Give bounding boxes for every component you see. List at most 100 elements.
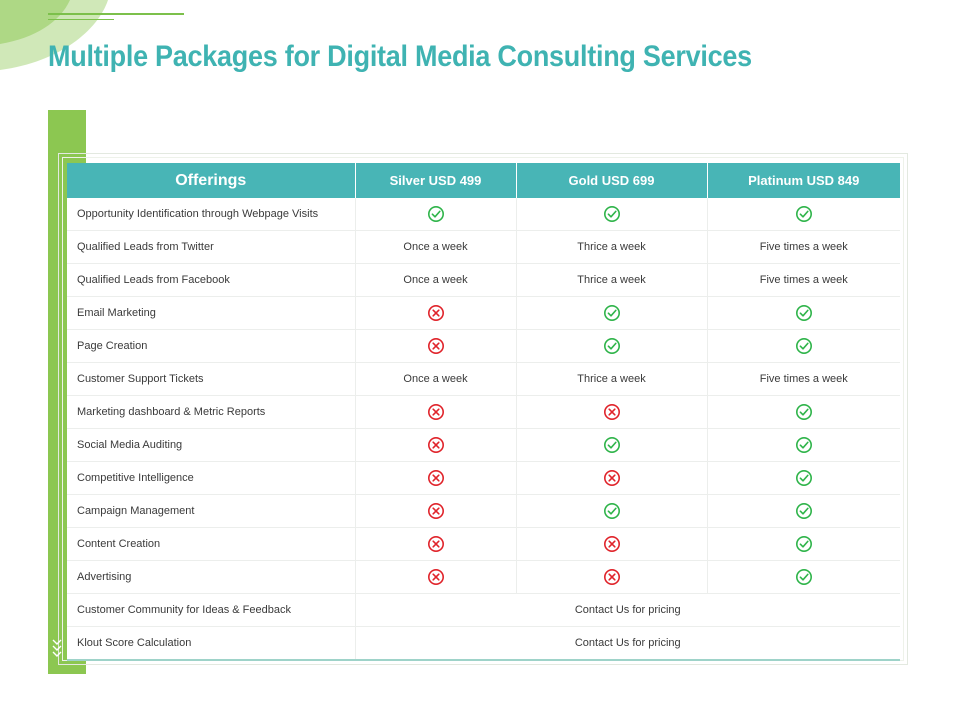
plan-cell [355,560,517,594]
header-gold: Gold USD 699 [516,163,708,198]
plan-cell [355,527,517,561]
table-row: Email Marketing [67,296,900,330]
cross-circle-icon [603,403,621,421]
header-offerings: Offerings [67,163,356,198]
table-row: Klout Score Calculation Contact Us for pr… [67,626,900,661]
page-title: Multiple Packages for Digital Media Cons… [48,40,752,73]
plan-cell [707,329,900,363]
plan-cell [516,494,708,528]
cross-circle-icon [427,502,445,520]
offering-label: Page Creation [67,329,356,363]
frequency-text: Once a week [355,263,517,297]
table-frame [58,153,908,665]
offering-label: Email Marketing [67,296,356,330]
plan-cell [516,296,708,330]
frequency-text: Five times a week [707,263,900,297]
check-circle-icon [795,502,813,520]
frequency-text: Thrice a week [516,230,708,264]
plan-cell [355,395,517,429]
plan-cell [355,461,517,495]
plan-cell [355,428,517,462]
plan-cell [516,527,708,561]
table-row: Qualified Leads from Twitter Once a week T… [67,230,900,264]
pricing-note: Contact Us for pricing [355,626,900,661]
offering-label: Marketing dashboard & Metric Reports [67,395,356,429]
plan-cell [707,560,900,594]
offering-label: Content Creation [67,527,356,561]
plan-cell [355,494,517,528]
check-circle-icon [795,205,813,223]
offering-label: Opportunity Identification through Webpa… [67,198,356,231]
plan-cell [707,494,900,528]
plan-cell [355,198,517,231]
cross-circle-icon [427,304,445,322]
check-circle-icon [603,205,621,223]
check-circle-icon [427,205,445,223]
frequency-text: Thrice a week [516,263,708,297]
cross-circle-icon [427,535,445,553]
top-accent-line [48,13,184,15]
plan-cell [707,461,900,495]
cross-circle-icon [603,535,621,553]
check-circle-icon [795,535,813,553]
table-row: Page Creation [67,329,900,363]
table-row: Customer Community for Ideas & Feedback C… [67,593,900,627]
check-circle-icon [603,337,621,355]
table-row: Content Creation [67,527,900,561]
table-row: Social Media Auditing [67,428,900,462]
pricing-table: Offerings Silver USD 499 Gold USD 699 Pl… [67,163,900,661]
plan-cell [516,329,708,363]
table-row: Opportunity Identification through Webpa… [67,198,900,231]
cross-circle-icon [427,568,445,586]
frequency-text: Once a week [355,230,517,264]
offering-label: Customer Support Tickets [67,362,356,396]
check-circle-icon [603,304,621,322]
top-accent-line-short [48,19,114,20]
chevron-down-icon [52,639,62,657]
offering-label: Customer Community for Ideas & Feedback [67,593,356,627]
cross-circle-icon [603,469,621,487]
table-row: Competitive Intelligence [67,461,900,495]
table-row: Customer Support Tickets Once a week Thric… [67,362,900,396]
offering-label: Qualified Leads from Twitter [67,230,356,264]
table-row: Qualified Leads from Facebook Once a week… [67,263,900,297]
plan-cell [707,296,900,330]
table-row: Advertising [67,560,900,594]
plan-cell [707,395,900,429]
plan-cell [516,198,708,231]
check-circle-icon [603,436,621,454]
cross-circle-icon [427,403,445,421]
check-circle-icon [795,403,813,421]
cross-circle-icon [427,469,445,487]
offering-label: Campaign Management [67,494,356,528]
table-row: Campaign Management [67,494,900,528]
plan-cell [355,296,517,330]
plan-cell [516,428,708,462]
pricing-note: Contact Us for pricing [355,593,900,627]
check-circle-icon [795,568,813,586]
table-header-row: Offerings Silver USD 499 Gold USD 699 Pl… [67,163,900,198]
frequency-text: Once a week [355,362,517,396]
cross-circle-icon [427,337,445,355]
check-circle-icon [795,304,813,322]
check-circle-icon [603,502,621,520]
cross-circle-icon [603,568,621,586]
header-platinum: Platinum USD 849 [707,163,900,198]
corner-leaf-decoration [0,0,108,70]
plan-cell [516,395,708,429]
plan-cell [516,461,708,495]
check-circle-icon [795,436,813,454]
header-silver: Silver USD 499 [355,163,517,198]
cross-circle-icon [427,436,445,454]
plan-cell [707,527,900,561]
offering-label: Social Media Auditing [67,428,356,462]
frequency-text: Five times a week [707,362,900,396]
offering-label: Qualified Leads from Facebook [67,263,356,297]
frequency-text: Five times a week [707,230,900,264]
plan-cell [707,428,900,462]
frequency-text: Thrice a week [516,362,708,396]
plan-cell [355,329,517,363]
check-circle-icon [795,337,813,355]
table-row: Marketing dashboard & Metric Reports [67,395,900,429]
plan-cell [516,560,708,594]
